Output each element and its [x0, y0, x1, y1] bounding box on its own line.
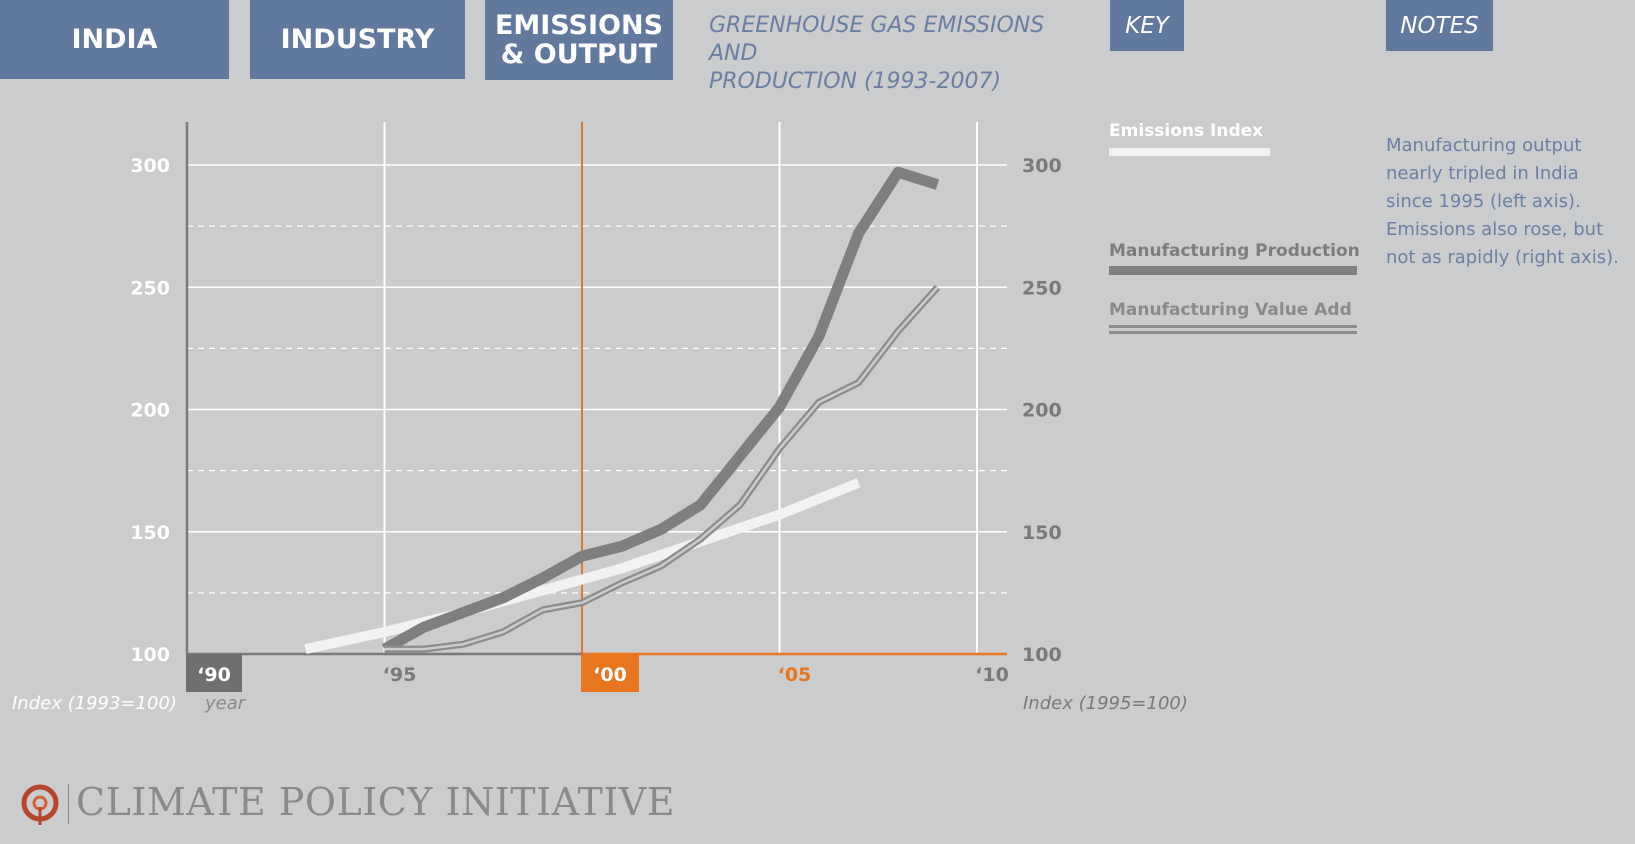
tab-emissions-output[interactable]: EMISSIONS & OUTPUT [485, 0, 673, 80]
left-axis-title: Index (1993=100) [12, 693, 177, 714]
legend-value-add-swatch [1109, 325, 1357, 334]
cpi-logo-icon [21, 784, 59, 825]
left-tick-100: 100 [130, 644, 170, 666]
tab-india[interactable]: INDIA [0, 0, 229, 79]
series-manufacturing-value-add [384, 284, 941, 653]
notes-text: Manufacturing output nearly tripled in I… [1386, 135, 1619, 268]
left-tick-250: 250 [130, 277, 170, 299]
right-tick-300: 300 [1022, 155, 1062, 177]
logo-divider [68, 784, 69, 824]
right-tick-100: 100 [1022, 644, 1062, 666]
chart-title-line1: GREENHOUSE GAS EMISSIONS AND [709, 13, 1045, 66]
left-tick-150: 150 [130, 522, 170, 544]
series-manufacturing-production [381, 166, 940, 654]
right-tick-250: 250 [1022, 277, 1062, 299]
x-tick-1995: ‘95 [383, 664, 417, 686]
x-tick-2005: ‘05 [778, 664, 812, 686]
tab-industry[interactable]: INDUSTRY [250, 0, 465, 79]
x-tick-1990: ‘90 [197, 664, 231, 686]
legend-production-label: Manufacturing Production [1109, 241, 1360, 261]
series-emissions-index [304, 478, 861, 654]
chart-title: GREENHOUSE GAS EMISSIONS AND PRODUCTION … [709, 12, 1089, 96]
left-tick-200: 200 [130, 400, 170, 422]
key-tab[interactable]: KEY [1110, 0, 1184, 51]
tab-emissions-line1: EMISSIONS [494, 10, 664, 41]
right-tick-150: 150 [1022, 522, 1062, 544]
logo-text: CLIMATE POLICY INITIATIVE [76, 780, 675, 824]
notes-tab[interactable]: NOTES [1386, 0, 1493, 51]
chart-title-line2: PRODUCTION (1993-2007) [709, 69, 1002, 94]
series-manufacturing-value-add-inner [384, 286, 939, 651]
right-axis-title: Index (1995=100) [1023, 693, 1188, 714]
legend-value-add-label: Manufacturing Value Add [1109, 300, 1352, 320]
x-tick-2000: ‘00 [593, 664, 627, 686]
x-axis-title: year [204, 693, 247, 714]
legend-emissions-swatch [1109, 148, 1270, 156]
x-tick-box-2000 [581, 654, 639, 692]
left-tick-300: 300 [130, 155, 170, 177]
legend-emissions-label: Emissions Index [1109, 121, 1264, 141]
legend-production-swatch [1109, 266, 1357, 275]
x-tick-2010: ‘10 [975, 664, 1009, 686]
right-tick-200: 200 [1022, 400, 1062, 422]
tab-emissions-line2: & OUTPUT [500, 39, 658, 70]
x-tick-box-1990 [186, 654, 242, 692]
